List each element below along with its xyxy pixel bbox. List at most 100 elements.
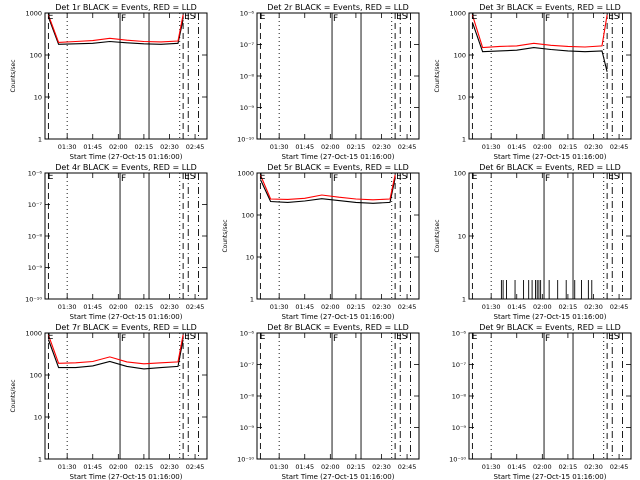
- x-tick-label: 02:15: [347, 143, 366, 151]
- x-tick-label: 02:00: [109, 463, 128, 471]
- x-tick-label: 02:45: [610, 463, 629, 471]
- event-marker: E: [48, 332, 54, 342]
- series-line-lld: [47, 14, 184, 43]
- x-tick-label: 01:30: [482, 143, 501, 151]
- x-tick-label: 01:45: [83, 143, 102, 151]
- y-tick-label: 1: [38, 136, 42, 144]
- y-tick-label: 100: [454, 170, 466, 178]
- chart-panel-5: Det 5r BLACK = Events, RED = LLD Start Ti…: [222, 163, 420, 321]
- x-tick-label: 01:45: [295, 463, 314, 471]
- chart-title: Det 4r BLACK = Events, RED = LLD: [55, 163, 197, 172]
- y-tick-label: 10⁻⁷: [28, 201, 43, 209]
- x-axis-label: Start Time (27-Oct-15 01:16:00): [494, 473, 607, 480]
- x-tick-label: 02:15: [135, 303, 154, 311]
- y-tick-label: 100: [30, 52, 42, 60]
- chart-title: Det 3r BLACK = Events, RED = LLD: [479, 3, 621, 12]
- x-tick-label: 02:45: [398, 143, 417, 151]
- y-tick-label: 10⁻⁹: [452, 424, 467, 432]
- x-tick-label: 02:30: [372, 463, 391, 471]
- y-tick-label: 10: [458, 94, 466, 102]
- x-tick-label: 02:00: [533, 463, 552, 471]
- x-axis-label: Start Time (27-Oct-15 01:16:00): [282, 313, 395, 321]
- y-tick-label: 10: [458, 233, 466, 241]
- x-tick-label: 02:00: [533, 143, 552, 151]
- y-tick-label: 10⁻¹⁰: [237, 456, 254, 464]
- x-axis-label: Start Time (27-Oct-15 01:16:00): [494, 313, 607, 321]
- x-tick-label: 02:30: [160, 463, 179, 471]
- y-axis-label: Counts/sec: [10, 379, 17, 412]
- x-tick-label: 01:30: [58, 303, 77, 311]
- x-tick-label: 02:00: [533, 303, 552, 311]
- x-tick-label: 02:30: [372, 303, 391, 311]
- chart-title: Det 6r BLACK = Events, RED = LLD: [479, 163, 621, 172]
- event-marker: E: [48, 172, 54, 182]
- y-tick-label: 10⁻⁶: [240, 10, 255, 18]
- y-tick-label: 10⁻⁶: [240, 330, 255, 338]
- event-marker: ES: [396, 172, 408, 182]
- x-axis-label: Start Time (27-Oct-15 01:16:00): [70, 313, 183, 321]
- y-tick-label: 10⁻¹⁰: [25, 296, 42, 304]
- chart-title: Det 7r BLACK = Events, RED = LLD: [55, 323, 197, 332]
- y-tick-label: 10⁻⁸: [452, 393, 467, 401]
- x-tick-label: 01:45: [83, 303, 102, 311]
- x-tick-label: 01:45: [83, 463, 102, 471]
- y-tick-label: 100: [454, 52, 466, 60]
- x-tick-label: 01:45: [507, 143, 526, 151]
- x-tick-label: 02:15: [135, 463, 154, 471]
- series-line-events: [259, 178, 396, 204]
- chart-title: Det 1r BLACK = Events, RED = LLD: [55, 3, 197, 12]
- x-axis-label: Start Time (27-Oct-15 01:16:00): [494, 153, 607, 161]
- x-tick-label: 02:45: [186, 143, 205, 151]
- series-line-events: [47, 16, 184, 45]
- y-tick-label: 1000: [237, 170, 254, 178]
- event-marker: ES: [396, 12, 408, 22]
- y-tick-label: 10⁻⁶: [28, 170, 43, 178]
- x-tick-label: 02:45: [186, 463, 205, 471]
- plot-frame: [468, 12, 632, 140]
- x-tick-label: 02:00: [321, 463, 340, 471]
- y-tick-label: 10⁻⁸: [240, 73, 255, 81]
- x-tick-label: 01:30: [270, 143, 289, 151]
- x-tick-label: 02:00: [321, 143, 340, 151]
- chart-title: Det 5r BLACK = Events, RED = LLD: [267, 163, 409, 172]
- y-tick-label: 10⁻¹⁰: [237, 136, 254, 144]
- x-tick-label: 02:45: [610, 303, 629, 311]
- x-tick-label: 02:30: [584, 143, 603, 151]
- chart-panel-2: Det 2r BLACK = Events, RED = LLD Start Ti…: [237, 3, 420, 161]
- event-marker: ES: [608, 12, 620, 22]
- x-tick-label: 02:15: [559, 143, 578, 151]
- event-marker: ES: [396, 332, 408, 342]
- x-tick-label: 02:45: [610, 143, 629, 151]
- x-axis-label: Start Time (27-Oct-15 01:16:00): [282, 153, 395, 161]
- x-tick-label: 01:30: [270, 463, 289, 471]
- plot-frame: [468, 172, 632, 300]
- x-tick-label: 02:15: [135, 143, 154, 151]
- x-tick-label: 02:30: [584, 463, 603, 471]
- chart-panel-9: Det 9r BLACK = Events, RED = LLD Start Ti…: [449, 323, 632, 480]
- chart-panel-1: Det 1r BLACK = Events, RED = LLD Start Ti…: [10, 3, 208, 161]
- y-tick-label: 10⁻⁶: [452, 330, 467, 338]
- x-tick-label: 02:15: [347, 303, 366, 311]
- event-marker: ES: [184, 332, 196, 342]
- event-marker: F: [333, 334, 338, 344]
- x-tick-label: 02:30: [584, 303, 603, 311]
- y-axis-label: Counts/sec: [434, 59, 441, 92]
- x-tick-label: 01:30: [58, 463, 77, 471]
- y-tick-label: 100: [30, 372, 42, 380]
- x-tick-label: 01:45: [295, 143, 314, 151]
- x-tick-label: 02:15: [347, 463, 366, 471]
- y-tick-label: 100: [242, 212, 254, 220]
- chart-title: Det 8r BLACK = Events, RED = LLD: [267, 323, 409, 332]
- x-tick-label: 02:00: [109, 303, 128, 311]
- chart-panel-6: Det 6r BLACK = Events, RED = LLD Start Ti…: [434, 163, 632, 321]
- x-tick-label: 01:30: [58, 143, 77, 151]
- x-tick-label: 02:30: [160, 303, 179, 311]
- y-axis-label: Counts/sec: [222, 219, 229, 252]
- y-axis-label: Counts/sec: [434, 219, 441, 252]
- x-tick-label: 01:45: [507, 303, 526, 311]
- plot-frame: [256, 172, 420, 300]
- y-tick-label: 10⁻¹⁰: [449, 456, 466, 464]
- event-marker: E: [260, 332, 266, 342]
- y-tick-label: 10⁻⁹: [240, 104, 255, 112]
- y-tick-label: 10⁻⁷: [452, 361, 467, 369]
